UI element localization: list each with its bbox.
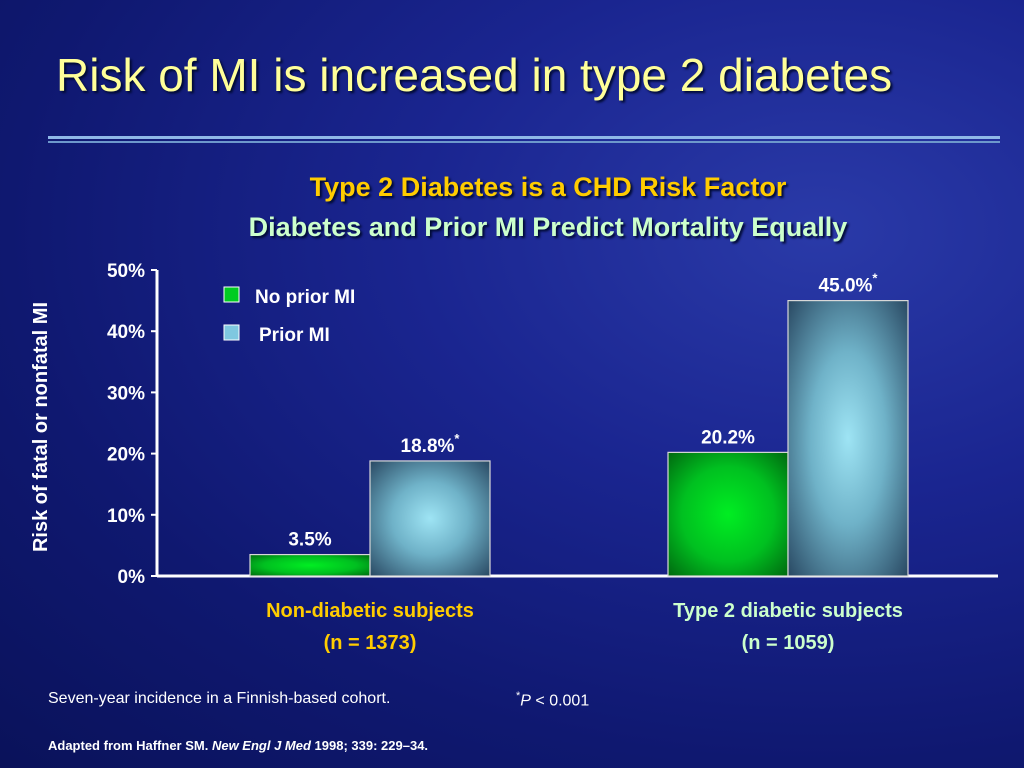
slide-title: Risk of MI is increased in type 2 diabet… bbox=[56, 49, 893, 101]
category-label: (n = 1059) bbox=[742, 632, 835, 654]
citation-journal: New Engl J Med bbox=[211, 738, 311, 753]
p-symbol: P bbox=[520, 692, 531, 710]
title-divider-secondary bbox=[48, 141, 1000, 143]
chart-subtitle-primary: Type 2 Diabetes is a CHD Risk Factor bbox=[309, 172, 787, 202]
y-tick-label: 0% bbox=[118, 567, 146, 588]
category-label: Type 2 diabetic subjects bbox=[673, 600, 903, 622]
bar-value-label: 3.5% bbox=[288, 530, 331, 551]
legend-label: No prior MI bbox=[255, 287, 355, 308]
significance-star: * bbox=[516, 690, 521, 702]
legend-swatch bbox=[223, 324, 240, 341]
bar-value-label: 20.2% bbox=[701, 427, 755, 448]
y-tick-label: 50% bbox=[107, 261, 145, 282]
chart-subtitle-secondary: Diabetes and Prior MI Predict Mortality … bbox=[248, 212, 848, 242]
y-tick-label: 20% bbox=[107, 445, 145, 466]
citation-details: 1998; 339: 229–34. bbox=[310, 738, 429, 753]
bar-no-prior-mi bbox=[667, 451, 789, 577]
bar-prior-mi bbox=[369, 460, 491, 577]
bar-prior-mi bbox=[787, 300, 909, 577]
p-threshold: < 0.001 bbox=[530, 692, 590, 710]
y-tick-label: 30% bbox=[107, 383, 145, 404]
significance-marker: * bbox=[872, 271, 878, 286]
y-axis-label: Risk of fatal or nonfatal MI bbox=[30, 302, 52, 552]
bar-value-label: 18.8%* bbox=[401, 431, 461, 457]
footnote: Seven-year incidence in a Finnish-based … bbox=[48, 690, 391, 707]
citation: Adapted from Haffner SM. New Engl J Med … bbox=[48, 738, 428, 753]
y-tick-label: 40% bbox=[107, 322, 145, 343]
category-label: (n = 1373) bbox=[324, 632, 417, 654]
significance-note: *P < 0.001 bbox=[516, 690, 589, 710]
title-divider bbox=[48, 136, 1000, 139]
bar-value-label: 45.0%* bbox=[819, 271, 879, 297]
y-tick-label: 10% bbox=[107, 506, 145, 527]
citation-authors: Adapted from Haffner SM. bbox=[48, 738, 212, 753]
bar-no-prior-mi bbox=[249, 553, 371, 577]
significance-marker: * bbox=[454, 431, 460, 446]
category-label: Non-diabetic subjects bbox=[266, 600, 474, 622]
legend-swatch bbox=[223, 286, 240, 303]
legend-label: Prior MI bbox=[259, 325, 330, 346]
